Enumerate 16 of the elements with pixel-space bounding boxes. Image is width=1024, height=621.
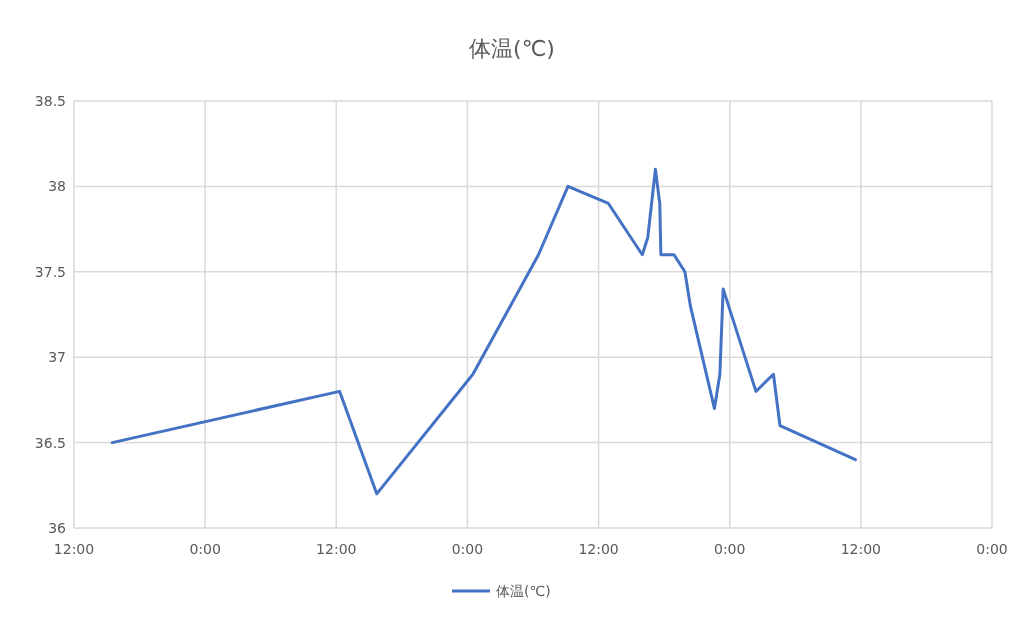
y-tick-label: 38.5 xyxy=(34,92,66,109)
y-tick-label: 36.5 xyxy=(34,434,66,451)
y-tick-label: 38 xyxy=(48,178,66,195)
x-tick-label: 12:00 xyxy=(53,541,95,557)
legend-label: 体温(℃) xyxy=(496,582,551,599)
y-tick-label: 37.5 xyxy=(34,263,66,280)
y-tick-label: 36 xyxy=(48,519,67,536)
x-tick-label: 12:00 xyxy=(578,541,619,557)
x-tick-label: 12:00 xyxy=(840,541,882,557)
x-tick-label: 0:00 xyxy=(976,541,1008,557)
y-tick-label: 37 xyxy=(48,349,66,366)
x-tick-label: 0:00 xyxy=(713,541,746,557)
x-tick-label: 0:00 xyxy=(451,541,484,557)
x-tick-label: 12:00 xyxy=(316,541,357,557)
chart-title: 体温(℃) xyxy=(469,36,555,61)
x-tick-label: 0:00 xyxy=(189,541,221,557)
